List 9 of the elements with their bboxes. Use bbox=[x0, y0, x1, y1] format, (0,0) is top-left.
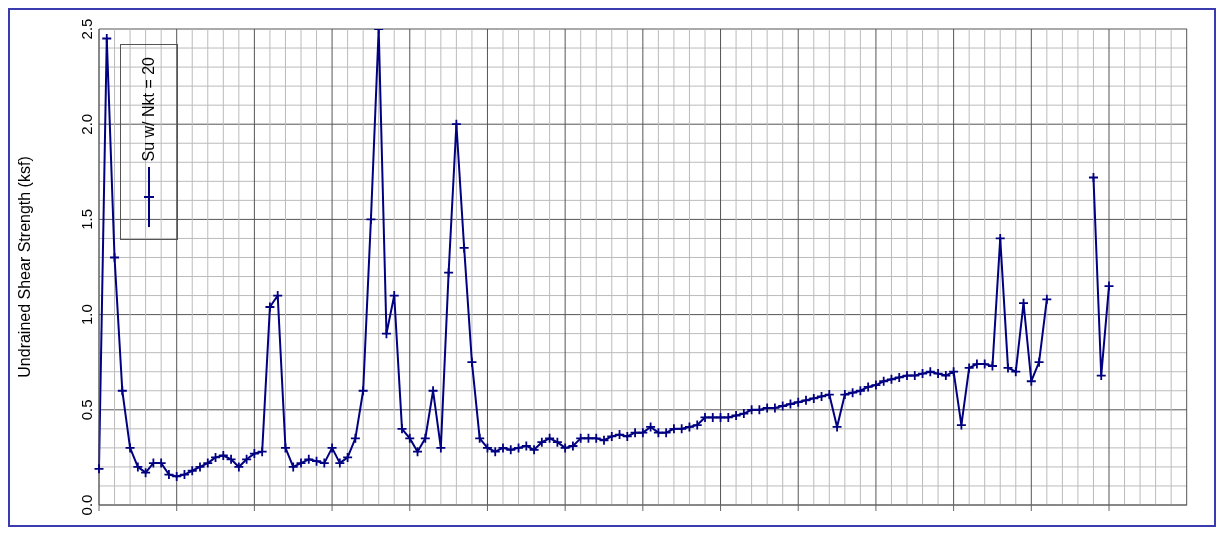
y-axis-title: Undrained Shear Strength (ksf) bbox=[15, 156, 33, 378]
text: Su w/ Nkt = 20 bbox=[140, 56, 158, 162]
y-tick-label: 2.0 bbox=[78, 113, 96, 135]
y-tick-label: 0.5 bbox=[78, 399, 96, 421]
y-tick-label: 1.0 bbox=[78, 304, 96, 326]
point bbox=[1104, 281, 1114, 291]
y-tick-label: 1.5 bbox=[78, 208, 96, 230]
y-tick-label: 2.5 bbox=[78, 18, 96, 40]
y-tick-label: 0.0 bbox=[78, 494, 96, 516]
